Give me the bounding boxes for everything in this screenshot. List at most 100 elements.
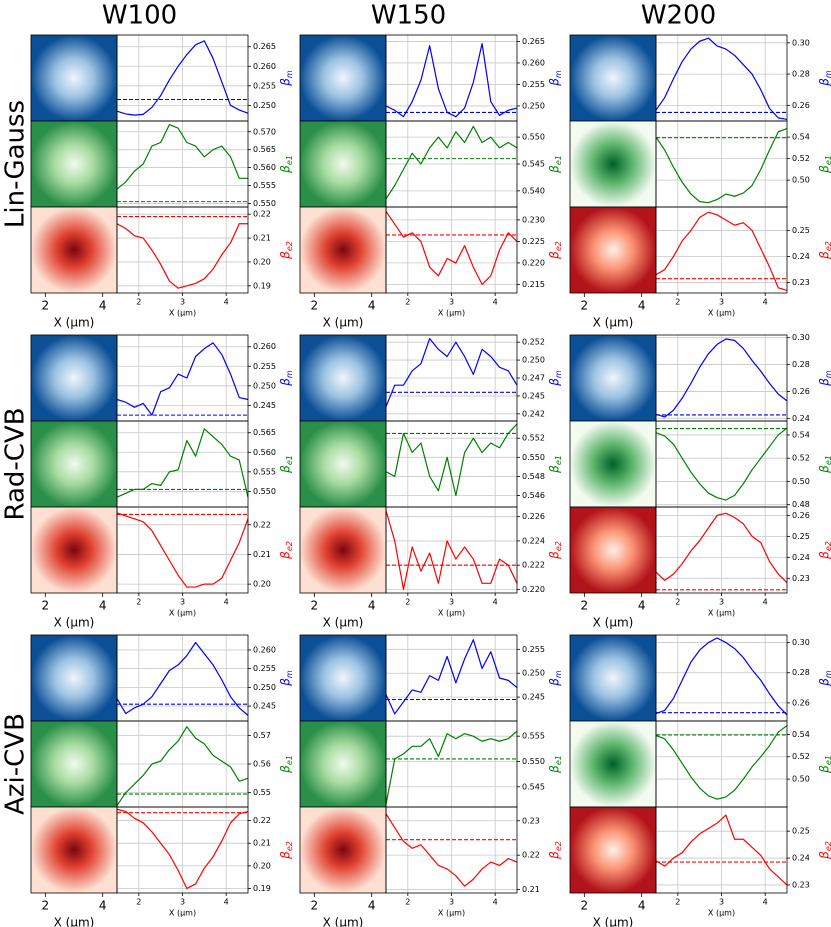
image-x-tick-label: 2	[581, 599, 589, 613]
y-tick-label: 0.550	[522, 133, 545, 142]
x-tick-label: 3	[719, 298, 724, 307]
y-tick-label: 0.48	[792, 500, 810, 509]
image-x-axis-label: X (μm)	[54, 616, 95, 630]
y-tick-label: 0.54	[792, 133, 810, 142]
y-axis-label: βe2	[548, 241, 563, 260]
y-tick-label: 0.26	[792, 511, 810, 520]
y-tick-label: 0.552	[522, 434, 545, 443]
image-x-tick-label: 4	[638, 299, 646, 313]
y-tick-label: 0.550	[253, 487, 276, 496]
heatmap-image	[30, 634, 118, 722]
heatmap-image	[569, 634, 657, 722]
x-axis-label: X (μm)	[708, 909, 735, 918]
x-tick-label: 4	[763, 598, 768, 607]
data-line	[655, 37, 788, 121]
y-tick-label: 0.224	[522, 536, 545, 545]
y-tick-label: 0.57	[253, 731, 271, 740]
data-line	[116, 428, 249, 498]
data-line	[655, 427, 788, 501]
data-line	[385, 730, 518, 805]
y-tick-label: 0.215	[522, 280, 545, 289]
y-tick-label: 0.255	[522, 645, 545, 654]
image-x-tick-label: 4	[99, 899, 107, 913]
y-tick-label: 0.50	[792, 775, 810, 784]
y-tick-label: 0.546	[522, 491, 545, 500]
data-line	[385, 125, 518, 200]
y-tick-label: 0.550	[522, 453, 545, 462]
y-tick-label: 0.22	[253, 520, 271, 529]
y-tick-label: 0.570	[253, 127, 276, 136]
y-tick-label: 0.250	[522, 669, 545, 678]
heatmap-image	[299, 634, 387, 722]
image-x-tick-label: 4	[368, 299, 376, 313]
y-tick-label: 0.26	[792, 387, 810, 396]
y-tick-label: 0.225	[522, 237, 545, 246]
y-tick-label: 0.24	[792, 252, 810, 261]
y-tick-label: 0.30	[792, 38, 810, 47]
y-tick-label: 0.30	[792, 638, 810, 647]
x-axis-label: X (μm)	[169, 309, 196, 318]
y-axis-label: βm	[279, 670, 294, 687]
y-tick-label: 0.24	[792, 553, 810, 562]
x-axis-label: X (μm)	[438, 909, 465, 918]
y-tick-label: 0.21	[253, 839, 271, 848]
y-tick-label: 0.22	[253, 210, 271, 219]
image-x-axis-label: X (μm)	[593, 616, 634, 630]
image-x-axis-label: X (μm)	[593, 316, 634, 330]
data-line	[655, 127, 788, 204]
y-tick-label: 0.50	[792, 477, 810, 486]
y-axis-label: βe1	[818, 155, 831, 174]
y-tick-label: 0.245	[522, 391, 545, 400]
y-tick-label: 0.54	[792, 430, 810, 439]
y-tick-label: 0.50	[792, 176, 810, 185]
y-tick-label: 0.548	[522, 472, 545, 481]
y-tick-label: 0.265	[522, 37, 545, 46]
image-x-axis-label: X (μm)	[54, 316, 95, 330]
heatmap-image	[569, 34, 657, 122]
y-axis-label: βe1	[818, 755, 831, 774]
x-tick-label: 3	[180, 898, 185, 907]
x-axis-label: X (μm)	[438, 609, 465, 618]
y-tick-label: 0.20	[253, 580, 271, 589]
y-axis-label: βm	[818, 370, 831, 387]
x-tick-label: 4	[763, 298, 768, 307]
data-line	[385, 210, 518, 285]
image-x-tick-label: 4	[638, 899, 646, 913]
y-axis-label: βm	[279, 70, 294, 87]
heatmap-image	[569, 806, 657, 894]
heatmap-image	[299, 506, 387, 594]
y-tick-label: 0.25	[792, 532, 810, 541]
y-tick-label: 0.560	[253, 448, 276, 457]
row-label: Lin-Gauss	[1, 100, 31, 228]
y-tick-label: 0.260	[253, 62, 276, 71]
y-tick-label: 0.250	[253, 381, 276, 390]
image-x-tick-label: 2	[311, 899, 319, 913]
y-tick-label: 0.20	[253, 861, 271, 870]
data-line	[385, 337, 518, 407]
heatmap-image	[299, 420, 387, 508]
y-tick-label: 0.220	[522, 258, 545, 267]
y-tick-label: 0.245	[253, 702, 276, 711]
x-axis-label: X (μm)	[169, 609, 196, 618]
y-axis-label: βm	[818, 670, 831, 687]
image-x-tick-label: 4	[638, 599, 646, 613]
x-tick-label: 2	[136, 898, 141, 907]
y-tick-label: 0.550	[253, 199, 276, 208]
x-tick-label: 2	[675, 898, 680, 907]
y-tick-label: 0.242	[522, 409, 545, 418]
y-tick-label: 0.22	[522, 851, 540, 860]
x-tick-label: 2	[675, 598, 680, 607]
data-line	[385, 639, 518, 715]
data-line	[116, 641, 249, 716]
heatmap-image	[30, 120, 118, 208]
y-tick-label: 0.265	[253, 42, 276, 51]
y-tick-label: 0.25	[792, 226, 810, 235]
y-axis-label: βe2	[279, 541, 294, 560]
y-tick-label: 0.540	[522, 186, 545, 195]
y-tick-label: 0.245	[522, 693, 545, 702]
heatmap-image	[569, 720, 657, 808]
row-label: Rad-CVB	[1, 407, 31, 520]
y-tick-label: 0.260	[522, 58, 545, 67]
y-tick-label: 0.22	[253, 816, 271, 825]
